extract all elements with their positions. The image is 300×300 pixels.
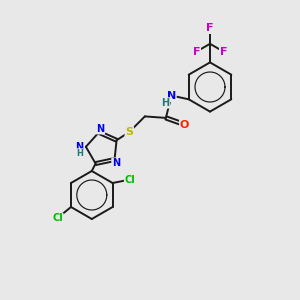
Text: H: H bbox=[76, 149, 83, 158]
Text: S: S bbox=[125, 127, 133, 137]
Text: F: F bbox=[220, 46, 227, 57]
Text: N: N bbox=[96, 124, 104, 134]
Text: N: N bbox=[167, 91, 176, 101]
Text: Cl: Cl bbox=[124, 175, 135, 185]
Text: Cl: Cl bbox=[52, 213, 63, 224]
Text: F: F bbox=[193, 46, 200, 57]
Text: H: H bbox=[161, 98, 170, 108]
Text: O: O bbox=[180, 119, 189, 130]
Text: N: N bbox=[112, 158, 120, 168]
Text: N: N bbox=[75, 142, 83, 152]
Text: F: F bbox=[206, 23, 214, 33]
